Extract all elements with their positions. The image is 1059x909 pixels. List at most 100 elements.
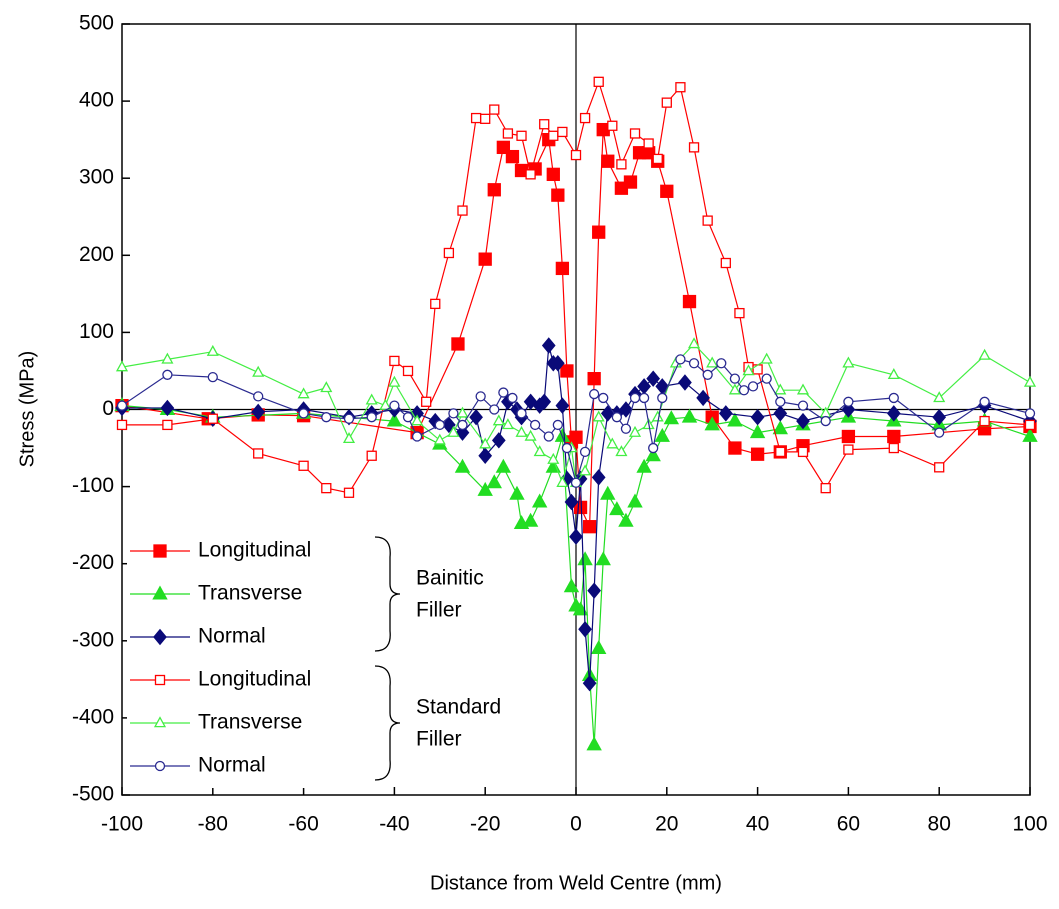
marker	[934, 462, 945, 473]
marker	[480, 113, 491, 124]
marker	[389, 355, 400, 367]
marker	[479, 437, 492, 449]
marker	[531, 493, 548, 508]
marker	[728, 441, 742, 455]
marker	[648, 442, 659, 454]
marker	[702, 369, 713, 380]
marker	[742, 364, 755, 376]
marker	[454, 458, 471, 473]
marker	[389, 400, 400, 411]
marker	[593, 76, 604, 87]
marker	[663, 410, 680, 425]
marker	[888, 392, 899, 404]
marker	[652, 153, 663, 165]
marker	[547, 452, 560, 464]
marker	[645, 447, 661, 462]
series	[116, 76, 1036, 498]
marker	[843, 444, 854, 455]
marker	[643, 138, 654, 149]
marker	[579, 446, 591, 458]
marker	[539, 119, 550, 130]
marker	[478, 252, 492, 266]
marker	[160, 399, 175, 417]
marker	[475, 391, 486, 402]
legend-label: Longitudinal	[198, 668, 311, 691]
legend-label: Normal	[198, 754, 266, 777]
marker	[207, 371, 218, 383]
legend-group-label: Standard	[416, 696, 501, 719]
marker	[637, 378, 651, 395]
marker	[796, 383, 810, 395]
marker	[548, 130, 559, 141]
marker	[492, 414, 505, 426]
marker	[646, 370, 661, 387]
marker	[734, 307, 745, 319]
marker	[153, 544, 167, 558]
marker	[887, 429, 901, 444]
marker	[251, 403, 266, 421]
marker	[570, 149, 582, 161]
marker	[556, 475, 569, 487]
marker	[457, 419, 468, 431]
marker	[469, 408, 483, 426]
marker	[524, 429, 537, 441]
marker	[729, 373, 741, 384]
x-tick-label: 40	[746, 813, 769, 836]
marker	[411, 431, 423, 442]
marker	[820, 482, 831, 494]
marker	[616, 159, 627, 170]
marker	[696, 389, 710, 407]
x-tick-label: 0	[570, 813, 582, 836]
marker	[116, 400, 128, 411]
marker	[366, 450, 377, 461]
marker	[797, 400, 809, 411]
marker	[470, 112, 482, 124]
marker	[206, 344, 219, 356]
marker	[552, 419, 563, 431]
marker	[505, 149, 520, 164]
marker	[557, 126, 568, 138]
marker	[154, 674, 166, 686]
marker	[561, 442, 573, 454]
marker	[592, 225, 606, 239]
marker	[569, 430, 583, 444]
x-tick-label: 80	[928, 813, 951, 836]
marker	[738, 385, 750, 396]
y-tick-label: 0	[102, 397, 114, 420]
marker	[162, 369, 173, 380]
marker	[773, 405, 788, 422]
marker	[661, 97, 672, 108]
marker	[162, 419, 173, 431]
marker	[775, 446, 786, 458]
marker	[706, 356, 719, 368]
marker	[704, 416, 720, 431]
marker	[979, 396, 990, 407]
marker	[252, 365, 265, 377]
x-tick-label: -20	[470, 813, 500, 836]
marker	[509, 485, 525, 500]
marker	[627, 493, 643, 508]
marker	[716, 358, 727, 369]
marker	[447, 425, 460, 437]
marker	[563, 578, 580, 593]
marker	[1024, 419, 1036, 431]
marker	[675, 82, 686, 93]
marker	[638, 392, 650, 404]
marker	[321, 412, 332, 423]
marker	[747, 381, 759, 392]
marker	[629, 392, 641, 404]
marker	[577, 551, 593, 566]
marker	[546, 167, 560, 181]
marker	[592, 410, 605, 422]
y-tick-label: 500	[79, 12, 114, 35]
legend-group-label: Filler	[416, 599, 462, 622]
marker	[886, 405, 901, 422]
marker	[636, 458, 652, 473]
marker	[750, 408, 765, 426]
marker	[298, 460, 309, 471]
marker	[448, 408, 459, 419]
marker	[579, 464, 592, 476]
marker	[598, 392, 609, 404]
x-tick-label: 20	[655, 813, 678, 836]
marker	[411, 414, 424, 426]
